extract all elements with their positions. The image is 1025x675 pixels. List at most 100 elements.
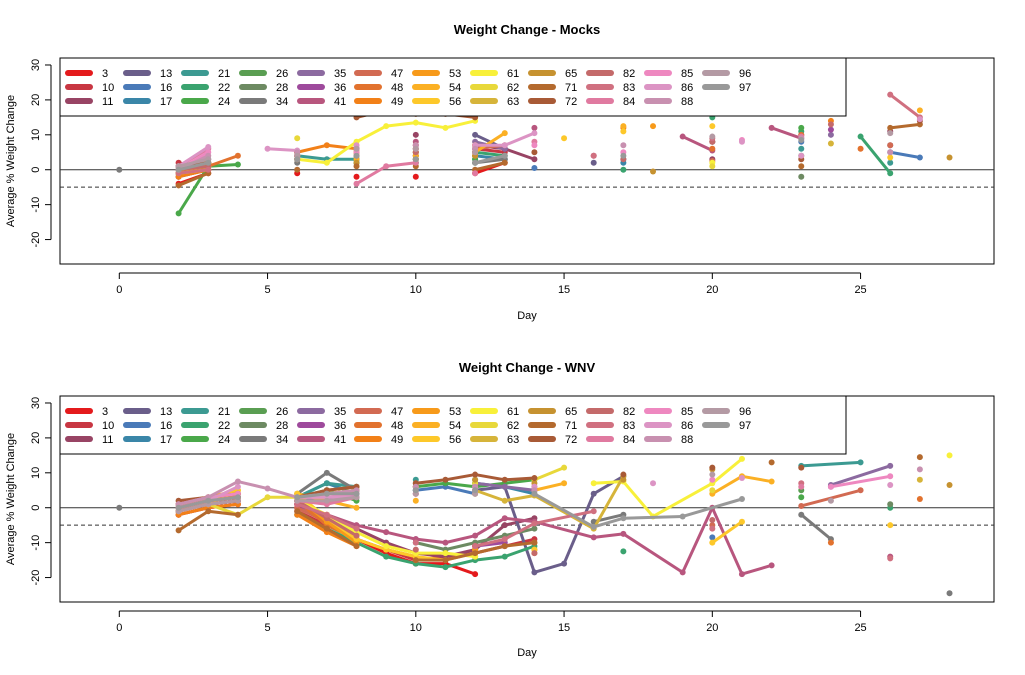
legend-label: 72	[565, 434, 577, 446]
data-point	[353, 504, 360, 511]
series-segment	[206, 154, 240, 168]
data-point	[501, 152, 508, 159]
legend-label: 24	[218, 96, 230, 108]
data-point	[887, 124, 894, 131]
data-point	[709, 476, 716, 483]
x-tick-label: 20	[706, 622, 718, 634]
legend-label: 22	[218, 82, 230, 94]
series-segment	[325, 527, 359, 548]
data-point	[916, 116, 923, 123]
data-point	[590, 480, 597, 487]
series-segment	[829, 474, 892, 489]
legend-label: 61	[507, 406, 519, 418]
series-segment	[888, 122, 922, 130]
data-point	[323, 480, 330, 487]
data-point	[768, 562, 775, 569]
data-point	[620, 515, 627, 522]
data-point	[738, 518, 745, 525]
data-point	[709, 525, 716, 532]
data-point	[887, 555, 894, 562]
series-segment	[384, 530, 418, 541]
legend-label: 13	[160, 406, 172, 418]
legend-label: 35	[334, 68, 346, 80]
series-segment	[710, 520, 744, 545]
data-point	[827, 497, 834, 504]
legend-label: 48	[391, 420, 403, 432]
x-tick-label: 25	[854, 284, 866, 296]
data-point	[383, 553, 390, 560]
series-34	[175, 469, 953, 597]
legend-label: 83	[623, 82, 635, 94]
series-segment	[562, 492, 596, 566]
legend-label: 36	[334, 420, 346, 432]
data-point	[234, 511, 241, 518]
data-point	[561, 464, 568, 471]
data-point	[798, 124, 805, 131]
series-54	[175, 107, 923, 177]
data-point	[383, 543, 390, 550]
series-segment	[532, 562, 566, 574]
series-segment	[443, 548, 477, 559]
series-segment	[355, 537, 388, 552]
series-segment	[532, 481, 566, 492]
series-segment	[532, 494, 596, 531]
data-point	[323, 497, 330, 504]
x-tick-label: 20	[706, 284, 718, 296]
data-point	[472, 532, 479, 539]
data-point	[264, 494, 271, 501]
data-point	[709, 539, 716, 546]
legend-label: 10	[102, 420, 114, 432]
data-point	[501, 142, 508, 149]
data-point	[531, 149, 538, 156]
data-point	[857, 145, 864, 152]
series-segment	[770, 126, 803, 140]
legend-label: 36	[334, 82, 346, 94]
series-segment	[740, 563, 774, 576]
data-point	[294, 166, 301, 173]
series-segment	[206, 509, 240, 517]
series-segment	[206, 495, 240, 503]
legend-label: 49	[391, 96, 403, 108]
series-segment	[206, 499, 240, 506]
data-point	[472, 159, 479, 166]
series-segment	[829, 464, 892, 487]
series-segment	[177, 171, 210, 187]
data-point	[501, 130, 508, 137]
series-segment	[799, 513, 833, 541]
series-segment	[266, 147, 299, 153]
x-tick-label: 10	[410, 622, 422, 634]
data-point	[531, 164, 538, 171]
y-tick-label: 0	[30, 505, 42, 511]
data-layer	[116, 452, 953, 597]
series-segment	[443, 534, 477, 545]
data-point	[709, 145, 716, 152]
data-point	[798, 494, 805, 501]
data-point	[590, 159, 597, 166]
y-tick-label: 30	[30, 59, 42, 71]
y-tick-label: -20	[30, 232, 42, 248]
data-point	[887, 91, 894, 98]
data-point	[412, 119, 419, 126]
series-86	[175, 116, 923, 170]
data-point	[353, 173, 360, 180]
legend-label: 35	[334, 406, 346, 418]
legend-label: 21	[218, 68, 230, 80]
origin-point	[116, 166, 123, 173]
series-segment	[414, 537, 447, 545]
y-tick-label: -20	[30, 570, 42, 586]
series-segment	[592, 474, 625, 531]
series-segment	[681, 497, 744, 518]
data-point	[798, 483, 805, 490]
data-point	[798, 173, 805, 180]
legend-label: 48	[391, 82, 403, 94]
data-point	[798, 145, 805, 152]
data-point	[768, 478, 775, 485]
legend-label: 11	[102, 96, 113, 108]
x-axis-label: Day	[517, 647, 537, 659]
x-tick-label: 15	[558, 284, 570, 296]
y-tick-label: -10	[30, 197, 42, 213]
data-point	[679, 569, 686, 576]
series-71	[175, 121, 923, 189]
series-segment	[443, 558, 477, 569]
